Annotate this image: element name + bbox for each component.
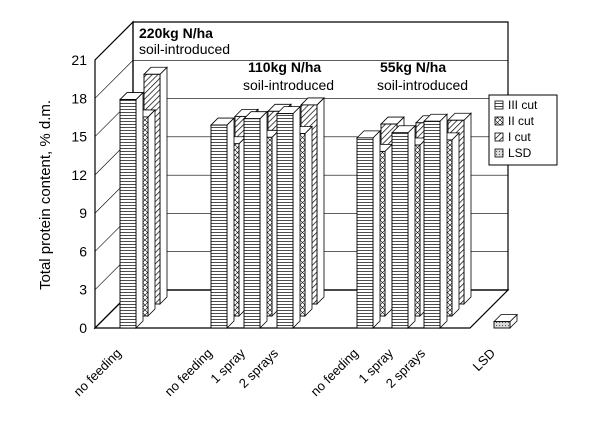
group-220-line2: soil-introduced [139, 41, 230, 57]
bar-front [356, 137, 374, 329]
bar-side [372, 129, 381, 329]
legend-swatch-lsd [494, 148, 504, 158]
bar-side [463, 112, 472, 305]
bar-side [292, 105, 301, 329]
legend: III cut II cut I cut LSD [488, 94, 558, 166]
y-axis-ticks: 0 3 6 9 12 15 18 21 [71, 52, 87, 336]
bar-front [493, 321, 511, 329]
bar-side [135, 91, 144, 329]
y-tick-label: 21 [71, 52, 87, 68]
bar-side [451, 131, 460, 317]
bar-lsd-7 [493, 313, 518, 329]
group-110-line1: 110kg N/ha [248, 59, 321, 75]
legend-label-iii: III cut [508, 98, 538, 112]
y-tick-label: 18 [71, 90, 87, 106]
y-tick-label: 6 [79, 243, 87, 259]
bar-side [159, 66, 168, 305]
bar-front [423, 120, 441, 329]
x-tick-label: no feeding [162, 346, 216, 400]
y-tick-label: 12 [71, 167, 87, 183]
x-tick-label: no feeding [308, 346, 362, 400]
group-label-110: 110kg N/ha soil-introduced [243, 59, 334, 93]
y-tick-label: 9 [79, 205, 87, 221]
x-tick-label: no feeding [71, 346, 125, 400]
legend-label-lsd: LSD [508, 146, 532, 160]
legend-swatch-i [494, 132, 504, 142]
bar-side [384, 143, 393, 317]
bar-iii-cut-4 [356, 129, 381, 329]
bar-iii-cut-0 [119, 91, 144, 329]
bar-front [243, 118, 261, 329]
legend-label-ii: II cut [508, 114, 535, 128]
bar-iii-cut-5 [391, 124, 416, 329]
bar-front [391, 132, 409, 329]
group-label-55: 55kg N/ha soil-introduced [377, 59, 468, 93]
bar-front [276, 113, 294, 329]
legend-label-i: I cut [508, 130, 531, 144]
bar-side [316, 96, 325, 305]
x-tick-label: LSD [470, 346, 498, 374]
bar-side [259, 110, 268, 329]
gridline [94, 21, 508, 61]
group-110-line2: soil-introduced [243, 77, 334, 93]
bar-iii-cut-6 [423, 113, 448, 329]
group-220-line1: 220kg N/ha [139, 25, 213, 41]
bars [119, 66, 518, 329]
y-tick-label: 3 [79, 282, 87, 298]
bar-side [439, 113, 448, 329]
group-label-220: 220kg N/ha soil-introduced [139, 25, 230, 57]
bar-side [226, 117, 235, 329]
legend-swatch-iii [494, 100, 504, 110]
legend-swatch-ii [494, 116, 504, 126]
y-tick-label: 0 [79, 320, 87, 336]
y-axis-title: Total protein content, % d.m. [37, 100, 54, 290]
bar-side [147, 108, 156, 317]
bar-front [210, 124, 228, 329]
bar-side [304, 125, 313, 317]
bar-iii-cut-2 [243, 110, 268, 329]
group-55-line1: 55kg N/ha [380, 59, 446, 75]
bar-side [407, 124, 416, 329]
bar-iii-cut-3 [276, 105, 301, 329]
group-55-line2: soil-introduced [377, 77, 468, 93]
y-tick-label: 15 [71, 129, 87, 145]
gridline [94, 59, 508, 99]
bar-front [119, 99, 137, 329]
bar-iii-cut-1 [210, 117, 235, 329]
